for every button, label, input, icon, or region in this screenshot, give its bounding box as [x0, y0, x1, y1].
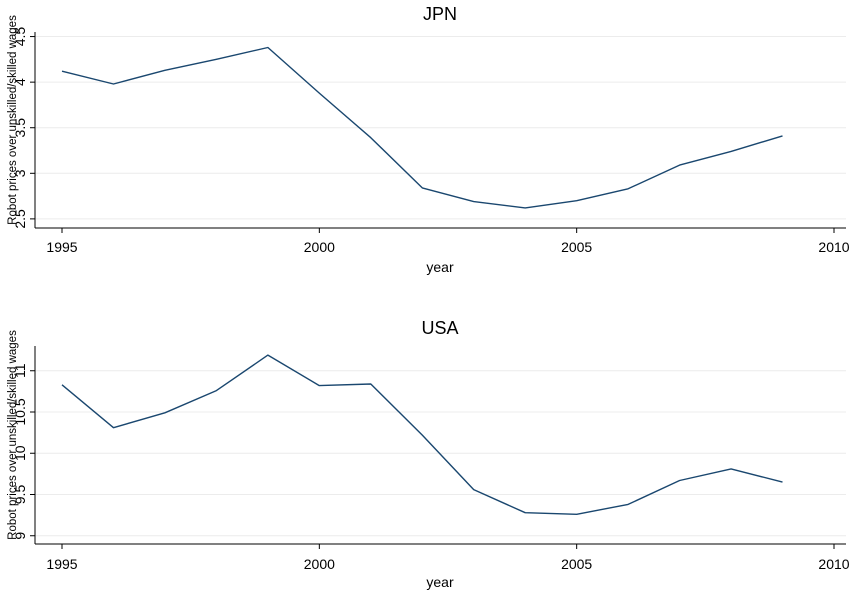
- x-tick-label: 2010: [818, 556, 849, 572]
- chart-title: USA: [421, 318, 458, 338]
- y-tick-label: 4.5: [12, 27, 28, 47]
- y-tick-label: 3.5: [12, 118, 28, 138]
- y-tick-label: 10: [12, 445, 28, 461]
- x-axis-label: year: [426, 259, 454, 275]
- x-tick-label: 2010: [818, 239, 849, 255]
- y-tick-label: 10.5: [12, 398, 28, 425]
- y-tick-label: 2.5: [12, 209, 28, 229]
- x-tick-label: 1995: [46, 556, 77, 572]
- x-axis-label: year: [426, 574, 454, 590]
- y-tick-label: 4: [12, 78, 28, 86]
- series-line: [61, 46, 783, 209]
- chart-title: JPN: [423, 4, 457, 24]
- y-axis-label: Robot prices over unskilled/skilled wage…: [7, 15, 19, 225]
- x-tick-label: 1995: [46, 239, 77, 255]
- y-axis-label: Robot prices over unskilled/skilled wage…: [7, 330, 19, 540]
- x-tick-label: 2005: [561, 239, 592, 255]
- y-tick-label: 9.5: [12, 485, 28, 505]
- chart-panel-jpn: 2.5 3 3.5 4 4.5 1995 2000 2005 2010 JPN year Robot …: [7, 4, 850, 275]
- y-tick-label: 11: [12, 363, 28, 378]
- y-tick-label: 9: [12, 532, 28, 540]
- y-tick-label: 3: [12, 169, 28, 177]
- chart-panel-usa: 9 9.5 10 10.5 11 1995 2000 2005 2010 USA year Robot…: [7, 318, 850, 590]
- x-tick-label: 2005: [561, 556, 592, 572]
- x-tick-label: 2000: [304, 239, 335, 255]
- x-tick-label: 2000: [304, 556, 335, 572]
- series-line: [61, 354, 783, 515]
